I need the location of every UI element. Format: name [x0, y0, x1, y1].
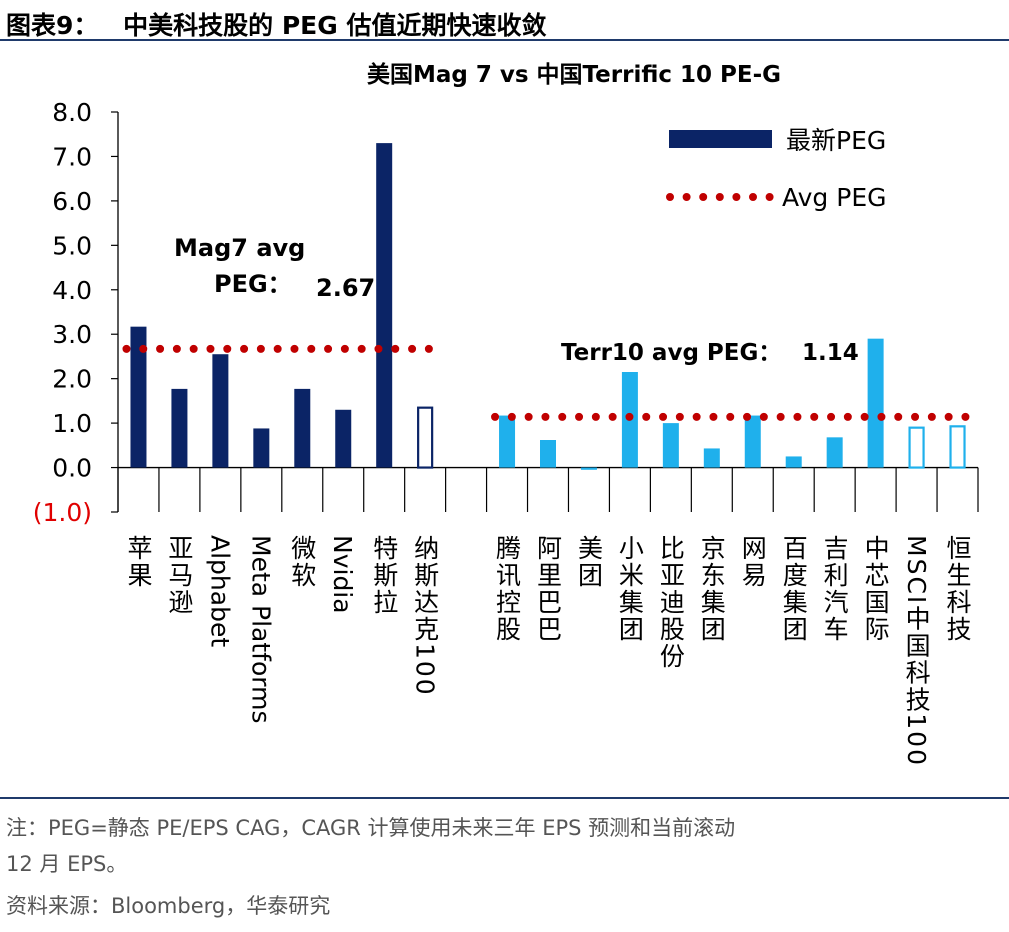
note-line-1: 注：PEG=静态 PE/EPS CAG，CAGR 计算使用未来三年 EPS 预测… [6, 816, 736, 840]
category-label: 小米集团 [615, 535, 644, 643]
category-label: Meta Platforms [246, 535, 275, 723]
notes-rule [0, 797, 1009, 799]
mag7-avg-value: 2.67 [316, 274, 375, 302]
bar-Alphabet [212, 354, 229, 468]
y-tick-label: 7.0 [52, 142, 92, 171]
category-label: Nvidia [328, 535, 357, 614]
y-tick-label: 8.0 [52, 98, 92, 127]
category-label: 吉利汽车 [820, 535, 849, 643]
mag7-avg-annotation: PEG： [214, 270, 292, 298]
category-label: 中芯国际 [861, 535, 890, 643]
category-label: 纳斯达克100 [411, 535, 440, 697]
bar-吉利汽车 [826, 437, 843, 468]
bar-美团 [580, 467, 597, 470]
bar-特斯拉 [376, 143, 393, 468]
category-label: 微软 [288, 535, 317, 589]
category-label: 特斯拉 [370, 535, 399, 616]
bar-Nvidia [335, 409, 352, 468]
terr10-avg-annotation: Terr10 avg PEG： [561, 340, 781, 366]
bar-苹果 [130, 326, 147, 468]
y-tick-label: 2.0 [52, 365, 92, 394]
category-label: 百度集团 [779, 535, 808, 643]
legend-bar-swatch [669, 130, 772, 148]
y-tick-label: 0.0 [52, 454, 92, 483]
legend-avg-label: Avg PEG [782, 183, 887, 212]
terr10-avg-value: 1.14 [802, 340, 859, 366]
chart-title: 美国Mag 7 vs 中国Terrific 10 PE-G [367, 61, 781, 88]
category-label: 苹果 [124, 535, 153, 589]
category-label: MSCI中国科技100 [902, 535, 931, 767]
category-label: 比亚迪股份 [656, 535, 685, 670]
figure-label: 图表9： [6, 11, 99, 40]
bar-阿里巴巴 [540, 440, 556, 468]
y-tick-label: 3.0 [52, 320, 92, 349]
legend-bar-label: 最新PEG [786, 126, 886, 155]
title-rule [0, 39, 1009, 41]
category-label: 美团 [574, 535, 603, 589]
bar-中芯国际 [867, 338, 884, 468]
category-label: 京东集团 [697, 535, 726, 643]
peg-chart: 美国Mag 7 vs 中国Terrific 10 PE-G (1.0) 0.0 1.… [33, 61, 979, 767]
bar-亚马逊 [171, 388, 188, 468]
bar-微软 [294, 388, 311, 468]
category-label: Alphabet [205, 535, 234, 647]
figure-title: 图表9： 中美科技股的 PEG 估值近期快速收敛 [6, 6, 546, 42]
y-tick-label: 1.0 [52, 409, 92, 438]
bar-比亚迪股份 [662, 423, 679, 468]
bar-Meta Platforms [253, 428, 270, 468]
category-label: 恒生科技 [943, 535, 972, 643]
category-label: 阿里巴巴 [534, 535, 563, 643]
category-label: 亚马逊 [165, 535, 194, 616]
bar-网易 [744, 415, 761, 468]
y-tick-label: (1.0) [33, 498, 92, 527]
bar-MSCI中国科技100 [908, 426, 925, 469]
figure-title-text: 中美科技股的 PEG 估值近期快速收敛 [123, 11, 547, 40]
plot-area: (1.0) 0.0 1.0 2.0 3.0 4.0 5.0 6.0 7.0 8.0 苹果 亚马逊 Alp… [33, 98, 979, 767]
bar-恒生科技 [949, 425, 966, 469]
bar-百度集团 [785, 456, 802, 468]
mag7-avg-annotation: Mag7 avg [174, 234, 305, 262]
source-line: 资料来源：Bloomberg，华泰研究 [6, 894, 331, 918]
bar-京东集团 [703, 448, 720, 468]
category-label: 腾讯控股 [493, 535, 522, 643]
category-label: 网易 [738, 535, 767, 589]
note-line-2: 12 月 EPS。 [6, 852, 128, 876]
y-tick-label: 5.0 [52, 231, 92, 260]
bar-腾讯控股 [499, 415, 516, 468]
y-tick-label: 4.0 [52, 276, 92, 305]
y-tick-label: 6.0 [52, 187, 92, 216]
bar-纳斯达克100 [417, 406, 434, 469]
